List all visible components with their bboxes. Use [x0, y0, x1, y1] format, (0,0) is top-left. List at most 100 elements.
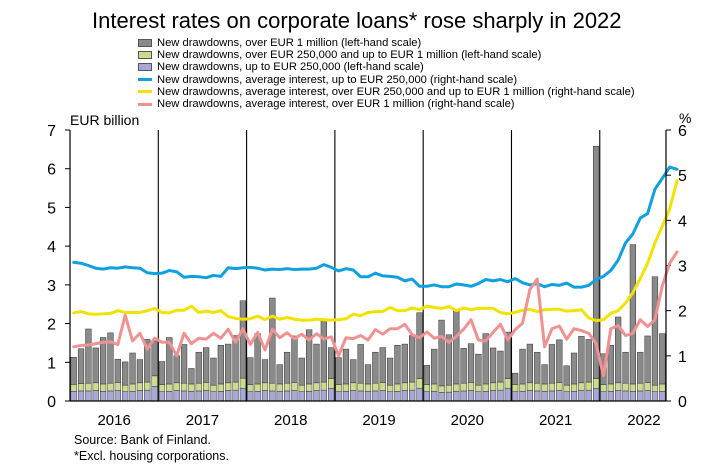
bar-segment — [467, 382, 475, 391]
bar-segment — [269, 382, 276, 392]
bar-segment — [350, 390, 357, 402]
bar-segment — [475, 391, 482, 402]
bar-segment — [578, 382, 585, 391]
legend-label: New drawdowns, over EUR 250,000 and up t… — [157, 49, 542, 62]
bar-segment — [92, 390, 99, 402]
bar-segment — [401, 343, 408, 384]
bar-segment — [409, 335, 416, 383]
bar-segment — [247, 391, 254, 402]
bar-segment — [166, 337, 173, 385]
legend-line — [138, 78, 152, 82]
bar-segment — [180, 390, 188, 402]
bar-segment — [548, 390, 556, 402]
bar-segment — [534, 390, 541, 402]
bar-segment — [92, 382, 99, 391]
bar-segment — [313, 390, 320, 402]
legend-item: New drawdowns, average interest, up to E… — [138, 74, 635, 86]
bar-segment — [195, 382, 202, 392]
bar-segment — [578, 336, 585, 384]
bar-segment — [423, 384, 430, 392]
right-tick-label: 3 — [678, 259, 687, 276]
bar-segment — [203, 382, 210, 391]
chart-title: Interest rates on corporate loans* rose … — [92, 8, 622, 33]
bar-segment — [144, 389, 151, 402]
bar-segment — [180, 382, 188, 392]
bar-segment — [232, 335, 239, 383]
bar-segment — [85, 390, 92, 402]
bar-segment — [497, 381, 504, 391]
bar-segment — [541, 383, 548, 392]
bar-segment — [129, 391, 136, 402]
left-tick-label: 5 — [47, 200, 56, 217]
bar-segment — [173, 390, 180, 402]
bar-segment — [210, 391, 217, 402]
bar-segment — [607, 345, 614, 385]
bar-segment — [467, 343, 475, 383]
bar-segment — [445, 334, 453, 386]
bar-segment — [335, 384, 342, 392]
bar-segment — [261, 382, 269, 391]
bar-segment — [225, 343, 232, 384]
bar-segment — [453, 310, 460, 385]
bar-segment — [166, 383, 173, 392]
bar-segment — [283, 382, 291, 392]
bar-segment — [298, 391, 305, 402]
bar-segment — [188, 391, 195, 402]
series-line — [72, 250, 679, 378]
bar-segment — [548, 382, 556, 392]
bar-segment — [600, 384, 607, 392]
left-tick-label: 0 — [47, 394, 56, 411]
bar-segment — [379, 382, 386, 391]
bar-segment — [92, 347, 99, 384]
bar-segment — [158, 384, 166, 392]
bar-segment — [342, 383, 350, 392]
bar-segment — [364, 391, 372, 402]
bar-segment — [460, 348, 467, 384]
bar-segment — [99, 337, 107, 385]
legend: New drawdowns, over EUR 1 million (left-… — [138, 37, 635, 110]
bar-segment — [283, 351, 291, 384]
bar-segment — [482, 333, 489, 385]
bar-segment — [151, 386, 158, 402]
bar-segment — [166, 391, 173, 402]
bar-segment — [70, 357, 77, 385]
bar-segment — [144, 339, 151, 383]
bar-segment — [180, 344, 188, 384]
year-label: 2019 — [362, 412, 395, 429]
bar-segment — [409, 389, 416, 402]
bar-segment — [541, 391, 548, 402]
bar-segment — [328, 387, 335, 402]
bar-segment — [394, 391, 401, 402]
bar-segment — [489, 347, 497, 384]
bar-segment — [629, 391, 637, 402]
right-tick-label: 2 — [678, 304, 687, 321]
bar-segment — [585, 381, 592, 391]
left-tick-label: 4 — [47, 239, 56, 256]
bar-segment — [644, 335, 651, 383]
bar-segment — [637, 382, 644, 392]
bar-segment — [247, 384, 254, 392]
bar-segment — [622, 390, 629, 402]
bar-segment — [291, 335, 298, 383]
bar-segment — [578, 390, 585, 402]
bar-segment — [306, 383, 313, 392]
bar-segment — [607, 383, 614, 392]
bar-segment — [107, 332, 114, 384]
left-axis-unit: EUR billion — [70, 112, 140, 128]
bar-segment — [306, 391, 313, 402]
bar-segment — [129, 383, 136, 392]
bar-segment — [151, 340, 158, 377]
bar-segment — [379, 347, 386, 383]
bar-segment — [556, 390, 563, 402]
bar-segment — [269, 390, 276, 402]
bar-segment — [519, 348, 526, 385]
bar-segment — [386, 357, 394, 386]
bar-segment — [438, 319, 445, 387]
bar-segment — [225, 382, 232, 391]
bar-segment — [394, 383, 401, 392]
series-line — [72, 165, 679, 289]
legend-item: New drawdowns, over EUR 1 million (left-… — [138, 37, 635, 49]
year-label: 2018 — [274, 412, 307, 429]
bar-segment — [151, 375, 158, 387]
bar-segment — [651, 276, 659, 386]
